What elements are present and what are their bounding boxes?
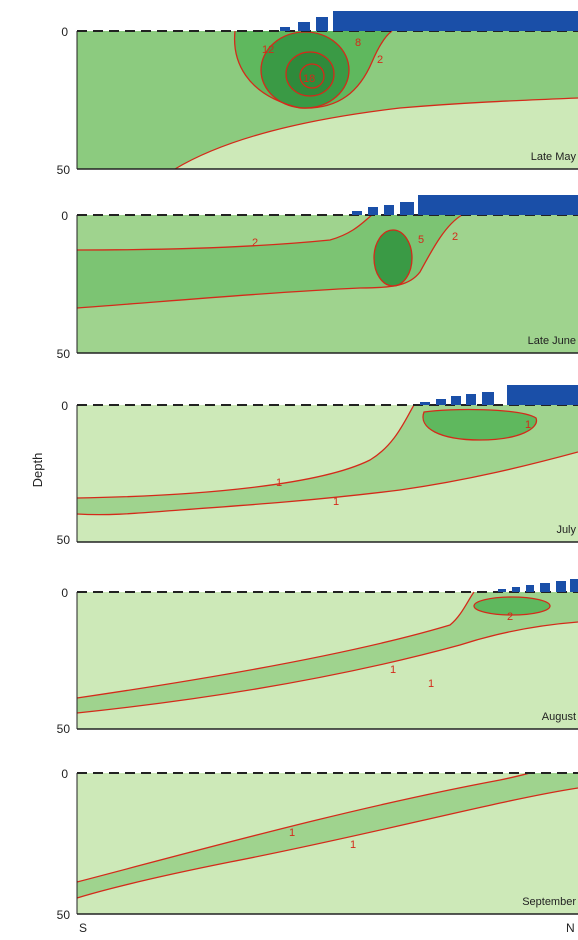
contour-line bbox=[473, 596, 551, 616]
contour-line bbox=[76, 404, 415, 499]
depth-tick-0: 0 bbox=[61, 209, 68, 223]
y-axis-label: Depth bbox=[30, 453, 45, 488]
contour-line bbox=[373, 229, 413, 287]
contour-label: 2 bbox=[252, 237, 258, 249]
contour-2-region bbox=[474, 597, 550, 615]
sea-ice-cover bbox=[280, 11, 578, 31]
sea-ice-cover bbox=[420, 385, 578, 405]
contour-label: 1 bbox=[428, 678, 434, 690]
depth-tick-50: 50 bbox=[57, 533, 71, 547]
plume-region-mid bbox=[77, 592, 578, 713]
panel-june: 2 5 2 0 50 Late June bbox=[57, 195, 578, 361]
contour-line bbox=[422, 408, 538, 441]
depth-tick-50: 50 bbox=[57, 347, 71, 361]
depth-tick-50: 50 bbox=[57, 163, 71, 177]
depth-tick-0: 0 bbox=[61, 25, 68, 39]
panel-september: 1 1 0 50 September bbox=[57, 767, 578, 922]
plume-region-mid bbox=[77, 773, 578, 898]
contour-line bbox=[76, 214, 373, 251]
depth-tick-0: 0 bbox=[61, 586, 68, 600]
depth-tick-0: 0 bbox=[61, 399, 68, 413]
contour-label: 2 bbox=[452, 231, 458, 243]
month-label: July bbox=[556, 524, 576, 536]
x-axis-north-label: N bbox=[566, 921, 575, 935]
contour-line bbox=[174, 97, 578, 170]
contour-label: 1 bbox=[350, 839, 356, 851]
depth-tick-50: 50 bbox=[57, 908, 71, 922]
depth-tick-0: 0 bbox=[61, 767, 68, 781]
sea-ice-cover bbox=[352, 195, 578, 215]
contour-label: 1 bbox=[289, 827, 295, 839]
contour-line bbox=[233, 30, 393, 109]
x-axis-south-label: S bbox=[79, 921, 87, 935]
panel-august: 1 1 2 0 50 August bbox=[57, 579, 578, 736]
deep-water-region bbox=[175, 98, 578, 169]
contour-label: 5 bbox=[418, 234, 424, 246]
contour-3-region bbox=[423, 409, 537, 440]
panel-may: 12 18 8 2 0 50 Late May bbox=[57, 11, 578, 177]
month-label: September bbox=[522, 896, 576, 908]
contour-5-region bbox=[374, 230, 412, 286]
contour-label: 2 bbox=[507, 611, 513, 623]
contour-label: 18 bbox=[303, 73, 315, 85]
contour-line bbox=[76, 772, 531, 883]
contour-line bbox=[76, 451, 578, 516]
month-label: Late May bbox=[531, 151, 577, 163]
contour-label: 8 bbox=[355, 37, 361, 49]
contour-label: 2 bbox=[377, 54, 383, 66]
contour-12-region bbox=[286, 52, 334, 96]
month-label: August bbox=[542, 711, 576, 723]
contour-line bbox=[76, 621, 578, 714]
contour-label: 1 bbox=[390, 664, 396, 676]
contour-label: 1 bbox=[333, 496, 339, 508]
contour-line bbox=[285, 51, 335, 97]
panel-july: 1 1 1 0 50 July bbox=[57, 385, 578, 547]
contour-line bbox=[299, 63, 325, 89]
contour-label: 1 bbox=[525, 419, 531, 431]
contour-label: 12 bbox=[262, 44, 274, 56]
contour-line bbox=[76, 787, 578, 899]
contour-line bbox=[76, 214, 463, 309]
contour-label: 1 bbox=[276, 477, 282, 489]
sea-ice-cover bbox=[498, 579, 578, 592]
contour-line bbox=[76, 591, 475, 699]
month-label: Late June bbox=[528, 335, 576, 347]
plume-region-mid bbox=[77, 215, 462, 308]
depth-tick-50: 50 bbox=[57, 722, 71, 736]
